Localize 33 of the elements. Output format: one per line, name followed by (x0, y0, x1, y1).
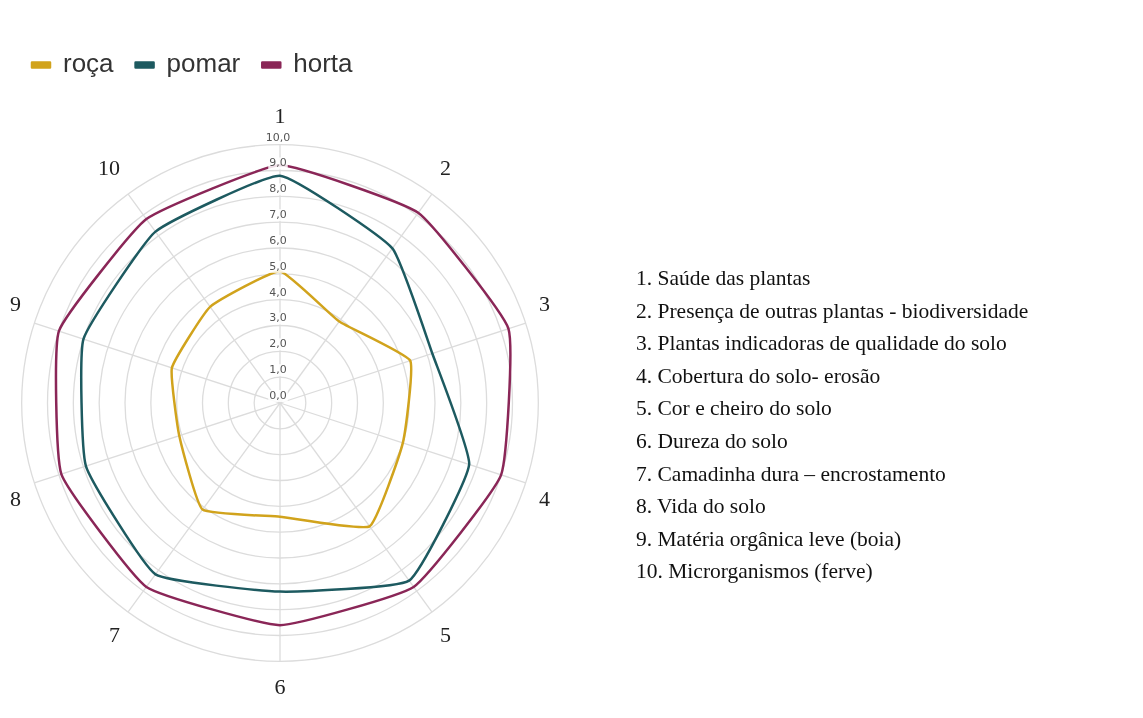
text: 2. Presença de outras plantas - biodiversidade (636, 297, 1029, 325)
text: 1. Saúde das plantas (636, 265, 812, 292)
legend-label: pomar (166, 48, 241, 79)
y-tick-label: 1,0 (269, 363, 287, 377)
legend-label: horta (293, 48, 354, 79)
y-tick-label: 3,0 (269, 311, 287, 325)
y-tick-label: 8,0 (269, 182, 287, 196)
spoke-label: 9 (10, 291, 21, 317)
y-tick-label: 2,0 (269, 337, 287, 351)
y-tick-label: 7,0 (269, 208, 287, 222)
spoke-label: 10 (97, 155, 120, 181)
text: 9. Matéria orgânica leve (boia) (636, 525, 903, 553)
text: 7. Camadinha dura – encrostamento (636, 460, 947, 488)
y-tick-label: 10,0 (265, 130, 291, 144)
text: 5. Cor e cheiro do solo (636, 395, 833, 423)
y-tick-label: 5,0 (269, 259, 287, 273)
text: 4. Cobertura do solo- erosão (636, 362, 882, 390)
spoke-label: 3 (539, 291, 550, 317)
spoke-label: 2 (440, 155, 452, 181)
spoke-label: 6 (274, 674, 286, 700)
spoke-label: 5 (440, 622, 452, 648)
y-tick-label: 0,0 (269, 388, 287, 402)
spoke-label: 4 (539, 486, 550, 512)
text: 8. Vida do solo (636, 493, 767, 521)
y-tick-label: 4,0 (269, 285, 287, 299)
legend-label: roça (63, 48, 115, 79)
text: 3. Plantas indicadoras de qualidade do solo (636, 330, 1008, 358)
y-tick-label: 6,0 (269, 233, 287, 247)
spoke-label: 1 (274, 103, 286, 129)
spoke-label: 7 (108, 622, 120, 648)
spoke-label: 8 (10, 486, 21, 512)
text: 6. Dureza do solo (636, 427, 789, 455)
text: 10. Microrganismos (ferve) (636, 558, 874, 586)
